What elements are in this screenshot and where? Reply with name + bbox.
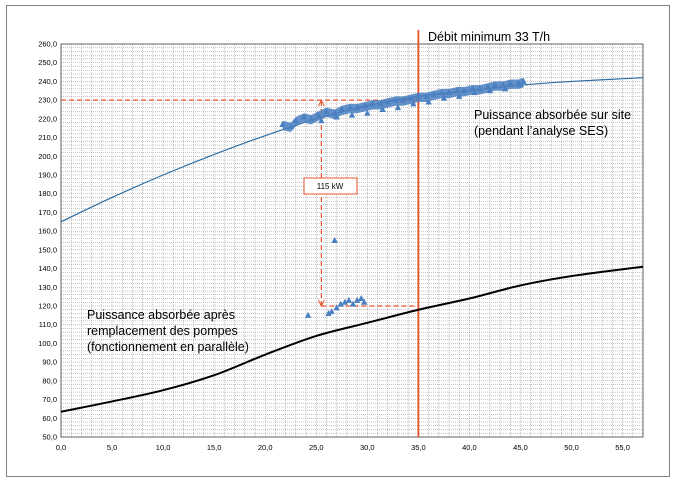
annotation-layer: Débit minimum 33 T/h Puissance absorbée … bbox=[87, 30, 631, 354]
x-tick-label: 30,0 bbox=[360, 443, 375, 452]
x-tick-label: 5,0 bbox=[107, 443, 117, 452]
y-tick-label: 70,0 bbox=[42, 395, 57, 404]
y-tick-label: 230,0 bbox=[38, 96, 57, 105]
scatter-point bbox=[333, 304, 340, 311]
y-tick-label: 220,0 bbox=[38, 114, 57, 123]
y-tick-label: 100,0 bbox=[38, 339, 57, 348]
y-tick-label: 190,0 bbox=[38, 171, 57, 180]
x-tick-label: 50,0 bbox=[564, 443, 579, 452]
grid bbox=[60, 43, 644, 438]
y-tick-label: 60,0 bbox=[42, 414, 57, 423]
arrow-up-icon bbox=[317, 99, 325, 107]
y-tick-label: 250,0 bbox=[38, 58, 57, 67]
scatter-point bbox=[337, 300, 344, 307]
scatter-point bbox=[349, 300, 357, 307]
scatter-point bbox=[410, 100, 417, 107]
scatter-point bbox=[325, 309, 332, 316]
scatter-point bbox=[328, 308, 335, 315]
y-tick-label: 80,0 bbox=[42, 376, 57, 385]
x-tick-label: 20,0 bbox=[258, 443, 273, 452]
delta-box-label: 115 kW bbox=[317, 182, 344, 191]
arrow-down-icon bbox=[317, 299, 325, 308]
y-tick-label: 240,0 bbox=[38, 77, 57, 86]
scatter-point bbox=[348, 111, 356, 118]
scatter-point bbox=[394, 104, 402, 111]
scatter-point bbox=[304, 311, 312, 318]
after-power-label-line2: remplacement des pompes bbox=[87, 324, 238, 338]
x-tick-label: 15,0 bbox=[207, 443, 222, 452]
y-tick-label: 260,0 bbox=[38, 40, 57, 49]
y-tick-label: 210,0 bbox=[38, 133, 57, 142]
reference-lines bbox=[61, 30, 420, 437]
scatter-point bbox=[331, 237, 338, 243]
series-layer bbox=[60, 77, 644, 413]
y-tick-label: 130,0 bbox=[38, 283, 57, 292]
chart-frame bbox=[6, 5, 670, 477]
y-tick-label: 200,0 bbox=[38, 152, 57, 161]
series-line-0 bbox=[60, 77, 644, 223]
x-tick-label: 40,0 bbox=[462, 443, 477, 452]
y-tick-label: 170,0 bbox=[38, 208, 57, 217]
series-line-1 bbox=[60, 265, 644, 413]
scatter-point bbox=[425, 98, 432, 105]
scatter-density-band bbox=[282, 77, 524, 132]
y-tick-label: 180,0 bbox=[38, 189, 57, 198]
axes: 50,0 60,0 70,0 80,0 90,0 100,0 110,0 120,0 130,0… bbox=[38, 40, 630, 453]
plot-area-border bbox=[60, 43, 644, 438]
x-tick-label: 45,0 bbox=[513, 443, 528, 452]
scatter-point bbox=[364, 109, 371, 116]
x-tick-label: 25,0 bbox=[309, 443, 324, 452]
scatter-point bbox=[318, 117, 325, 124]
site-power-label-line2: (pendant l’analyse SES) bbox=[474, 124, 608, 138]
scatter-point bbox=[353, 296, 361, 303]
scatter-point bbox=[361, 298, 368, 305]
y-tick-label: 110,0 bbox=[39, 320, 57, 329]
x-tick-label: 55,0 bbox=[615, 443, 630, 452]
y-tick-label: 90,0 bbox=[42, 358, 57, 367]
scatter-point bbox=[345, 296, 353, 303]
y-tick-label: 50,0 bbox=[42, 433, 57, 442]
scatter-point bbox=[357, 295, 365, 302]
scatter-point bbox=[341, 298, 349, 305]
y-tick-label: 150,0 bbox=[38, 245, 57, 254]
after-power-label-line1: Puissance absorbée après bbox=[87, 308, 235, 322]
x-tick-label: 0,0 bbox=[56, 443, 66, 452]
site-power-label-line1: Puissance absorbée sur site bbox=[474, 108, 631, 122]
y-tick-label: 160,0 bbox=[38, 227, 57, 236]
debit-minimum-label: Débit minimum 33 T/h bbox=[428, 30, 550, 44]
x-tick-label: 35,0 bbox=[411, 443, 426, 452]
y-tick-label: 140,0 bbox=[38, 264, 57, 273]
y-tick-label: 120,0 bbox=[38, 302, 57, 311]
x-tick-label: 10,0 bbox=[156, 443, 171, 452]
delta-box bbox=[303, 177, 358, 195]
scatter-point bbox=[379, 106, 386, 112]
after-power-label-line3: (fonctionnement en parallèle) bbox=[87, 340, 249, 354]
